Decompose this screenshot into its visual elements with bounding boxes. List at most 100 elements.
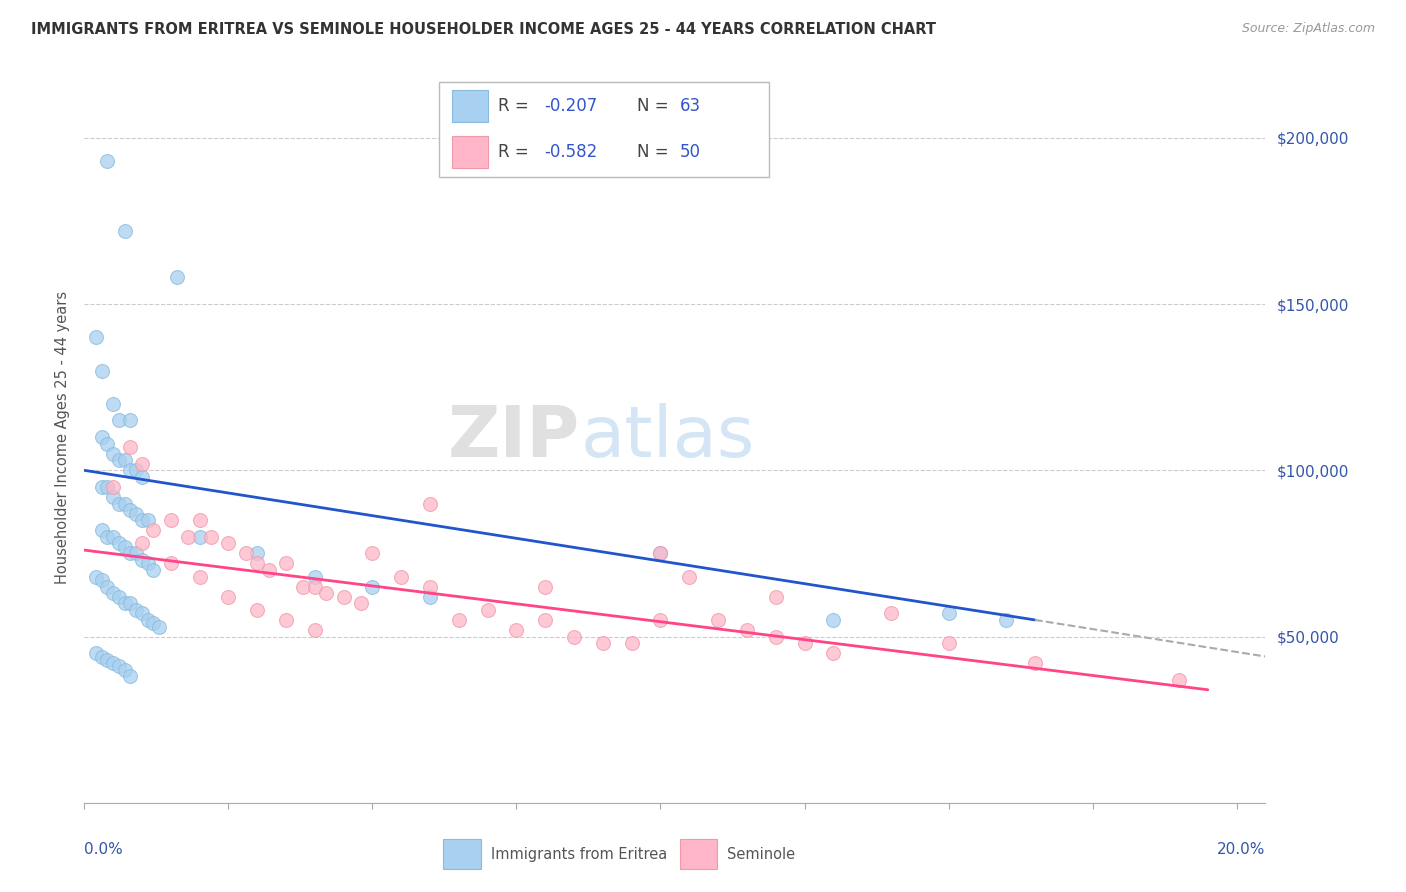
Point: [96, 580, 118, 594]
Point: [120, 503, 142, 517]
Point: [84, 646, 107, 660]
Point: [1168, 673, 1191, 687]
Point: [650, 546, 672, 560]
Point: [131, 553, 153, 567]
Point: [735, 623, 758, 637]
Point: [938, 607, 960, 621]
Text: IMMIGRANTS FROM ERITREA VS SEMINOLE HOUSEHOLDER INCOME AGES 25 - 44 YEARS CORREL: IMMIGRANTS FROM ERITREA VS SEMINOLE HOUS…: [31, 22, 936, 37]
Point: [96, 480, 118, 494]
Point: [823, 646, 845, 660]
Point: [177, 530, 200, 544]
Point: [108, 536, 131, 550]
Point: [1024, 656, 1046, 670]
Point: [257, 563, 280, 577]
Point: [142, 563, 165, 577]
Point: [136, 513, 159, 527]
Point: [120, 546, 142, 560]
Point: [650, 613, 672, 627]
Point: [131, 536, 153, 550]
Point: [108, 453, 131, 467]
Y-axis label: Householder Income Ages 25 - 44 years: Householder Income Ages 25 - 44 years: [55, 291, 70, 583]
Point: [274, 613, 297, 627]
Point: [136, 613, 159, 627]
Point: [389, 570, 412, 584]
Point: [108, 497, 131, 511]
Point: [361, 580, 384, 594]
Point: [90, 363, 112, 377]
Text: Source: ZipAtlas.com: Source: ZipAtlas.com: [1241, 22, 1375, 36]
Point: [292, 580, 315, 594]
Text: ZIP: ZIP: [449, 402, 581, 472]
Point: [562, 630, 585, 644]
Point: [96, 154, 118, 169]
Point: [235, 546, 257, 560]
Point: [125, 546, 148, 560]
Point: [101, 397, 124, 411]
Point: [188, 513, 211, 527]
Point: [125, 507, 148, 521]
Point: [90, 523, 112, 537]
Point: [793, 636, 815, 650]
Point: [938, 636, 960, 650]
Point: [823, 613, 845, 627]
Point: [361, 546, 384, 560]
Point: [159, 557, 181, 571]
Point: [131, 470, 153, 484]
Point: [419, 580, 441, 594]
Point: [120, 463, 142, 477]
Point: [534, 613, 557, 627]
Point: [114, 540, 136, 554]
Point: [188, 570, 211, 584]
Point: [707, 613, 730, 627]
Point: [188, 530, 211, 544]
Point: [120, 440, 142, 454]
Point: [84, 330, 107, 344]
Point: [90, 430, 112, 444]
Point: [166, 270, 188, 285]
Text: atlas: atlas: [581, 402, 755, 472]
Point: [108, 590, 131, 604]
Point: [90, 649, 112, 664]
Point: [880, 607, 903, 621]
Point: [142, 523, 165, 537]
Point: [142, 616, 165, 631]
Point: [246, 546, 269, 560]
Point: [447, 613, 470, 627]
Point: [246, 557, 269, 571]
Point: [274, 557, 297, 571]
Point: [419, 590, 441, 604]
Point: [108, 413, 131, 427]
Point: [120, 669, 142, 683]
Point: [304, 580, 326, 594]
Point: [217, 536, 239, 550]
Point: [90, 480, 112, 494]
Point: [125, 463, 148, 477]
Point: [419, 497, 441, 511]
Point: [332, 590, 354, 604]
Point: [534, 580, 557, 594]
Point: [350, 596, 373, 610]
Point: [304, 623, 326, 637]
Point: [246, 603, 269, 617]
Point: [120, 596, 142, 610]
Point: [114, 497, 136, 511]
Point: [96, 530, 118, 544]
Point: [650, 546, 672, 560]
Point: [315, 586, 337, 600]
Point: [101, 586, 124, 600]
Point: [96, 653, 118, 667]
Point: [131, 457, 153, 471]
Text: 0.0%: 0.0%: [84, 842, 124, 856]
Point: [477, 603, 499, 617]
Point: [678, 570, 700, 584]
Point: [765, 590, 787, 604]
Point: [131, 607, 153, 621]
Point: [217, 590, 239, 604]
Point: [114, 663, 136, 677]
Point: [131, 513, 153, 527]
Point: [96, 436, 118, 450]
Point: [114, 224, 136, 238]
Text: 20.0%: 20.0%: [1218, 842, 1265, 856]
Point: [592, 636, 614, 650]
Point: [114, 596, 136, 610]
